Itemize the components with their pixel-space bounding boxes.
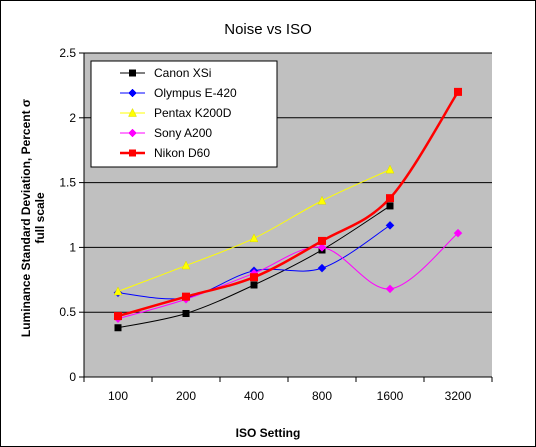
legend-label-pentax-k200d: Pentax K200D	[154, 106, 232, 120]
y-axis-label-line-1: Luminance Standard Deviation, Percent σ	[19, 99, 33, 337]
x-tick-label-4: 1600	[377, 389, 404, 403]
series-pentax-k200d	[113, 164, 395, 296]
y-tick-label-4: 2	[69, 111, 76, 125]
series-layer	[113, 87, 463, 332]
y-axis-label: Luminance Standard Deviation, Percent σ …	[19, 99, 47, 337]
legend-label-canon-xsi: Canon XSi	[154, 66, 211, 80]
y-tick-label-0: 0	[69, 370, 76, 384]
x-tick-label-5: 3200	[445, 389, 472, 403]
y-tick-label-2: 1	[69, 240, 76, 254]
x-axis-label: ISO Setting	[236, 426, 301, 440]
x-tick-label-3: 800	[312, 389, 332, 403]
data-point-pentax-k200d-1600	[385, 164, 395, 174]
data-point-olympus-e-420-1600	[385, 221, 395, 230]
data-point-pentax-k200d-400	[249, 233, 259, 243]
y-axis-label-line-2: full scale	[33, 192, 47, 244]
data-point-nikon-d60-3200	[454, 87, 462, 96]
data-point-nikon-d60-200	[182, 292, 190, 301]
data-point-canon-xsi-1600	[386, 202, 394, 210]
data-point-nikon-d60-400	[250, 273, 258, 282]
data-point-pentax-k200d-100	[113, 286, 123, 296]
data-point-canon-xsi-200	[182, 309, 190, 317]
y-tick-label-3: 1.5	[59, 176, 76, 190]
series-nikon-d60	[114, 87, 462, 321]
data-point-sony-a200-1600	[385, 284, 395, 294]
chart-title: Noise vs ISO	[224, 21, 312, 38]
legend-label-sony-a200: Sony A200	[154, 126, 212, 140]
legend-marker-sony-a200	[128, 128, 137, 138]
data-point-nikon-d60-800	[318, 236, 326, 245]
x-tick-label-0: 100	[108, 389, 128, 403]
gridlines	[84, 52, 492, 378]
y-tick-label-1: 0.5	[59, 305, 76, 319]
data-point-pentax-k200d-800	[317, 195, 327, 205]
legend-marker-olympus-e-420	[128, 88, 137, 98]
axes: 0 0.5 1 1.5 2 2.5 100 200 400 800 1600 3200	[59, 46, 493, 403]
data-point-canon-xsi-400	[250, 281, 258, 289]
data-point-pentax-k200d-200	[181, 260, 191, 270]
data-point-canon-xsi-100	[114, 324, 122, 332]
legend-label-nikon-d60: Nikon D60	[154, 146, 210, 160]
x-tick-label-1: 200	[176, 389, 196, 403]
data-point-olympus-e-420-800	[317, 263, 327, 273]
y-tick-label-5: 2.5	[59, 46, 76, 60]
data-point-nikon-d60-100	[114, 312, 122, 321]
data-point-sony-a200-3200	[453, 228, 463, 238]
legend-marker-pentax-k200d	[128, 107, 137, 117]
legend-box	[90, 60, 278, 168]
legend-marker-canon-xsi	[129, 69, 136, 77]
legend-label-olympus-e-420: Olympus E-420	[154, 86, 237, 100]
x-tick-label-2: 400	[244, 389, 264, 403]
data-point-nikon-d60-1600	[386, 194, 394, 203]
data-point-sony-a200-800	[317, 243, 327, 252]
legend: Canon XSi Olympus E-420 Pentax K200D Sony A…	[90, 60, 278, 168]
legend-marker-nikon-d60	[129, 149, 136, 157]
